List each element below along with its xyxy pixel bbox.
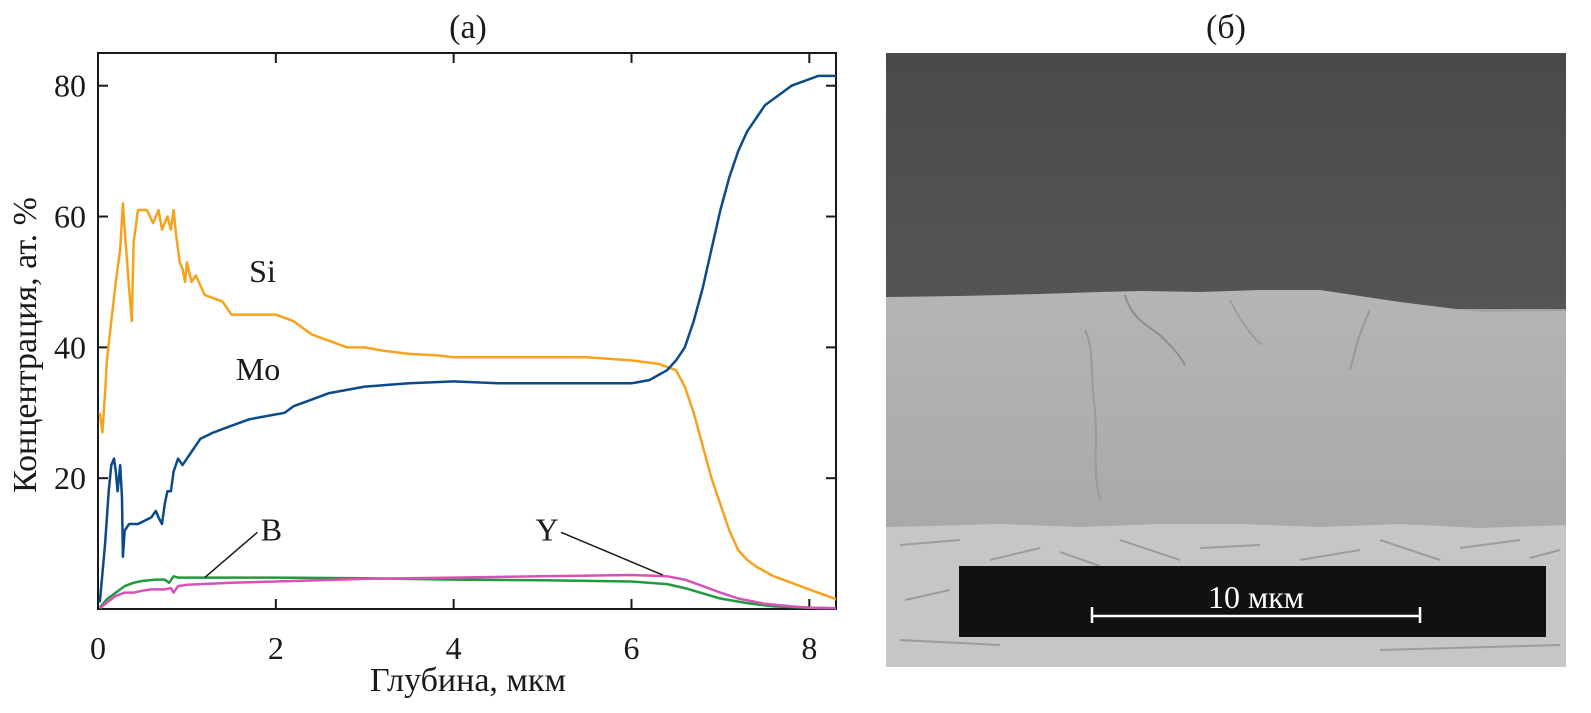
annotation-leader-y [561, 532, 663, 575]
series-label-mo: Mo [236, 351, 280, 387]
y-tick-label: 80 [54, 68, 86, 104]
y-tick-label: 40 [54, 329, 86, 365]
series-label-b: B [261, 511, 282, 547]
series-line-b [100, 576, 836, 608]
x-tick-label: 4 [446, 630, 462, 666]
x-tick-label: 2 [268, 630, 284, 666]
chart-panel-a: (а) 0 2 4 6 8 20 40 60 80 Si Mo B Y Глубина, мкм Ко… [7, 9, 836, 699]
micrograph-top-region [886, 53, 1566, 309]
plot-frame [98, 53, 836, 609]
y-axis-title: Концентрация, ат. % [7, 197, 44, 493]
y-tick-label: 20 [54, 460, 86, 496]
scale-bar-label: 10 мкм [1208, 579, 1304, 615]
series-line-si [100, 203, 836, 599]
series-label-y: Y [535, 511, 558, 547]
panel-b-label: (б) [1206, 9, 1246, 46]
x-tick-label: 6 [623, 630, 639, 666]
axis-ticks: 0 2 4 6 8 20 40 60 80 [54, 53, 836, 666]
panel-a-label: (а) [449, 9, 487, 46]
annotation-leader-b [205, 532, 258, 577]
series-label-si: Si [249, 253, 276, 289]
x-tick-label: 0 [90, 630, 106, 666]
y-tick-label: 60 [54, 199, 86, 235]
series-line-mo [100, 76, 836, 603]
coating-layer [886, 290, 1566, 528]
micrograph-panel-b: (б) 10 мкм [886, 9, 1566, 667]
series-lines [100, 76, 836, 608]
x-tick-label: 8 [801, 630, 817, 666]
x-axis-title: Глубина, мкм [370, 662, 566, 699]
